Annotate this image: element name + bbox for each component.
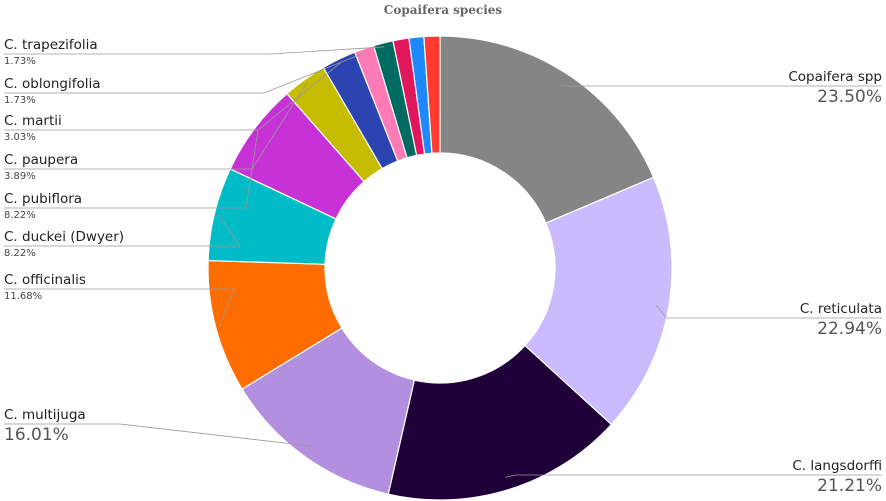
slice-c-langsdorffi (387, 344, 613, 501)
value-c-trapezifolia: 1.73% (4, 56, 36, 67)
label-c-pubiflora: C. pubiflora (4, 191, 82, 207)
slice-copaifera-spp (439, 35, 655, 224)
value-copaifera-spp: 23.50% (817, 87, 882, 107)
label-c-langsdorffi: C. langsdorffi (792, 458, 882, 474)
label-c-duckei-dwyer: C. duckei (Dwyer) (4, 229, 124, 245)
label-c-reticulata: C. reticulata (800, 301, 882, 317)
label-c-trapezifolia: C. trapezifolia (4, 37, 98, 53)
value-c-multijuga: 16.01% (4, 425, 69, 445)
label-copaifera-spp: Copaifera spp (788, 69, 882, 85)
label-c-multijuga: C. multijuga (4, 407, 86, 423)
leader-c-multijuga (4, 423, 313, 447)
leader-c-reticulata (655, 304, 882, 319)
value-c-officinalis: 11.68% (4, 291, 42, 302)
value-c-pubiflora: 8.22% (4, 210, 36, 221)
leader-c-paupera (4, 82, 308, 170)
slice-labels: Copaifera spp 23.50% C. reticulata 22.94% C.… (4, 37, 882, 496)
leader-c-officinalis (4, 288, 235, 327)
leader-lines (4, 46, 882, 478)
leader-c-trapezifolia (4, 46, 385, 55)
value-c-paupera: 3.89% (4, 171, 36, 182)
slice-c-reticulata (524, 176, 673, 426)
label-c-officinalis: C. officinalis (4, 272, 86, 288)
label-c-paupera: C. paupera (4, 152, 78, 168)
chart-title: Copaifera species (384, 3, 503, 17)
slice-unlabeled-13 (423, 35, 441, 154)
value-c-martii: 3.03% (4, 132, 36, 143)
value-c-duckei-dwyer: 8.22% (4, 248, 36, 259)
label-c-martii: C. martii (4, 113, 62, 129)
leader-c-oblongifolia (4, 52, 366, 94)
leader-c-martii (4, 62, 341, 131)
slices (207, 35, 673, 501)
value-c-langsdorffi: 21.21% (817, 476, 882, 496)
leader-c-langsdorffi (505, 474, 882, 478)
value-c-reticulata: 22.94% (817, 319, 882, 339)
leader-c-duckei-dwyer (4, 214, 241, 247)
label-c-oblongifolia: C. oblongifolia (4, 76, 101, 92)
leader-c-pubiflora (4, 130, 259, 209)
leader-copaifera-spp (561, 84, 882, 87)
value-c-oblongifolia: 1.73% (4, 95, 36, 106)
